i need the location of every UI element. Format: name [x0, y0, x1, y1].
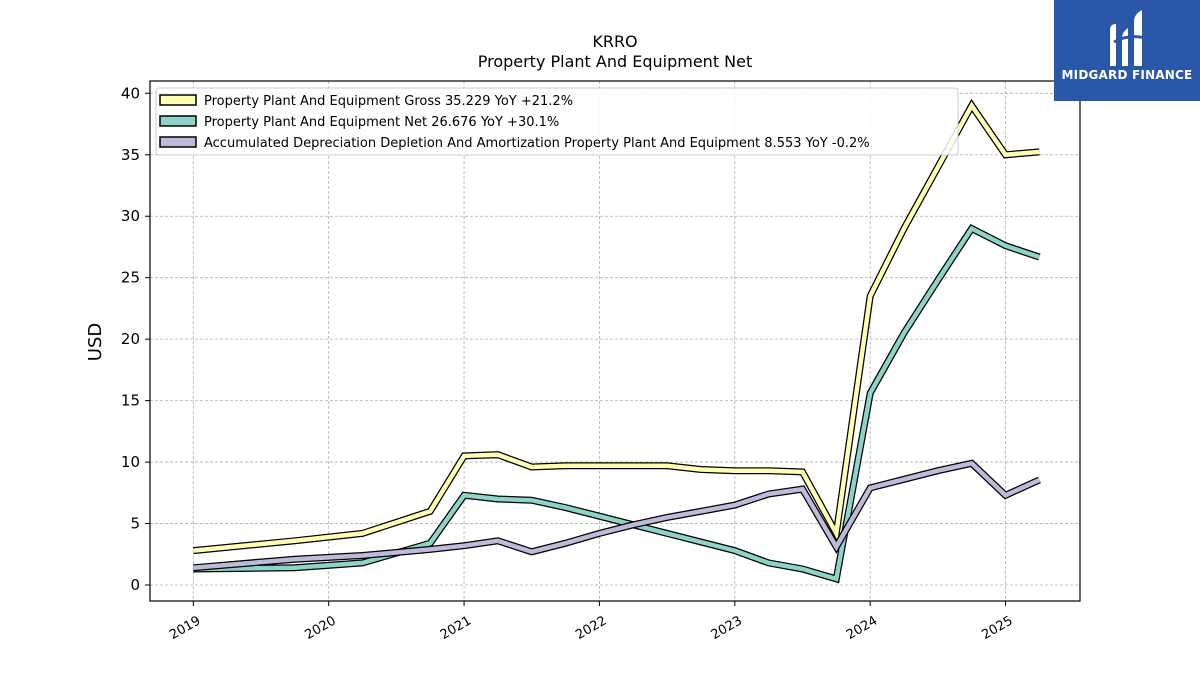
y-tick-label: 0	[130, 576, 140, 594]
brand-logo: MIDGARD FINANCE	[1054, 0, 1200, 101]
legend-swatch-2	[159, 115, 197, 127]
y-tick-label: 10	[121, 453, 140, 471]
series-line-3	[193, 460, 1041, 571]
grid	[150, 81, 1080, 601]
y-axis-label: USD	[85, 323, 106, 361]
series-line-1	[193, 101, 1040, 553]
series-lines	[192, 98, 1041, 584]
y-tick-label: 30	[121, 207, 140, 225]
legend-label-1: Property Plant And Equipment Gross 35.22…	[204, 94, 573, 109]
x-tick-label: 2025	[979, 613, 1015, 643]
y-tick-label: 35	[121, 146, 140, 164]
x-tick-label: 2023	[709, 613, 745, 643]
legend-box	[155, 87, 959, 156]
legend: Property Plant And Equipment Gross 35.22…	[155, 87, 959, 156]
x-tick-label: 2024	[844, 613, 880, 643]
legend-label-2: Property Plant And Equipment Net 26.676 …	[204, 115, 559, 130]
brand-mark-icon	[1110, 10, 1147, 66]
x-tick-label: 2022	[573, 613, 609, 643]
y-tick-label: 25	[121, 269, 140, 287]
plot-area-frame	[149, 80, 1081, 602]
legend-swatch-3	[159, 136, 197, 148]
y-tick-label: 15	[121, 392, 140, 410]
x-tick-label: 2020	[303, 613, 339, 643]
chart-subtitle: Property Plant And Equipment Net	[478, 52, 753, 71]
x-tick-label: 2019	[167, 613, 203, 643]
chart-title: KRRO	[592, 32, 637, 51]
y-tick-label: 20	[121, 330, 140, 348]
legend-label-3: Accumulated Depreciation Depletion And A…	[204, 136, 870, 151]
x-tick-label: 2021	[438, 613, 474, 643]
y-tick-label: 5	[130, 515, 140, 533]
series-outline-1	[192, 98, 1040, 555]
brand-name: MIDGARD FINANCE	[1061, 68, 1193, 82]
legend-swatch-1	[159, 94, 197, 106]
series-line-2	[193, 225, 1041, 582]
y-tick-label: 40	[121, 84, 140, 102]
